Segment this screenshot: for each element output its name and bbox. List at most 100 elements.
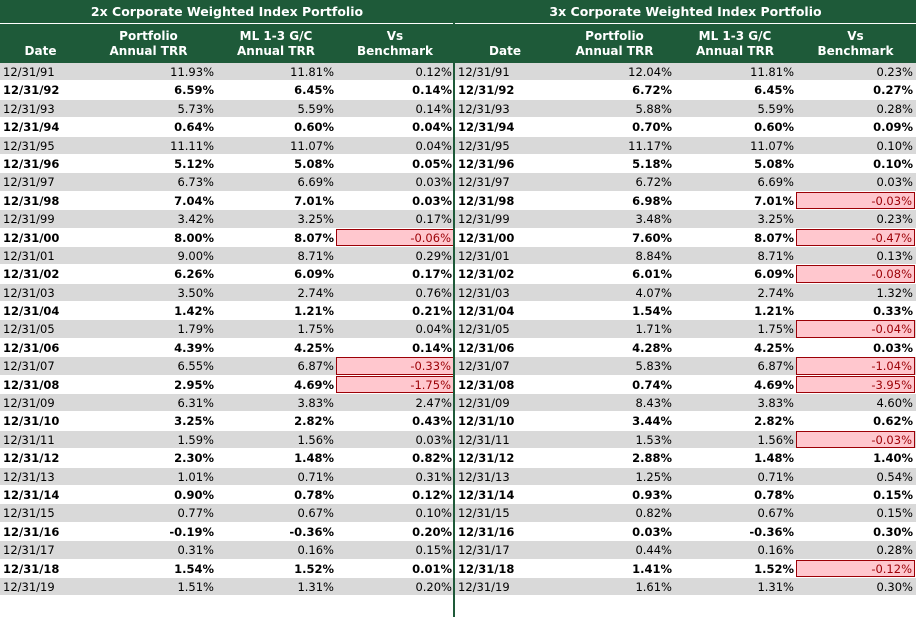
cell-benchmark-trr[interactable]: 0.16% — [297, 543, 334, 558]
cell-vs-benchmark[interactable]: 0.21% — [412, 304, 452, 319]
cell-portfolio-trr[interactable]: 3.44% — [632, 414, 672, 429]
cell-benchmark-trr[interactable]: 3.25% — [757, 212, 794, 227]
cell-date[interactable]: 12/31/18 — [3, 561, 60, 576]
cell-benchmark-trr[interactable]: 1.48% — [754, 451, 794, 466]
cell-vs-benchmark[interactable]: -0.03% — [796, 430, 915, 449]
cell-vs-benchmark[interactable]: -0.06% — [336, 228, 454, 246]
cell-benchmark-trr[interactable]: 3.25% — [297, 212, 334, 227]
table-row[interactable]: 12/31/94 0.64% 0.60% 0.04% — [0, 118, 454, 137]
cell-vs-benchmark[interactable]: 0.13% — [876, 248, 913, 263]
cell-date[interactable]: 12/31/96 — [458, 156, 515, 171]
table-row[interactable]: 12/31/02 6.26% 6.09% 0.17% — [0, 265, 454, 284]
cell-benchmark-trr[interactable]: 8.07% — [754, 230, 794, 245]
cell-vs-benchmark[interactable]: 0.23% — [876, 212, 913, 227]
table-row[interactable]: 12/31/00 7.60% 8.07% -0.47% — [455, 228, 916, 247]
cell-benchmark-trr[interactable]: 0.71% — [297, 469, 334, 484]
cell-benchmark-trr[interactable]: 8.71% — [757, 248, 794, 263]
cell-vs-benchmark[interactable]: 0.31% — [415, 469, 452, 484]
cell-benchmark-trr[interactable]: 0.78% — [754, 487, 794, 502]
cell-vs-benchmark[interactable]: 0.03% — [415, 432, 452, 447]
cell-benchmark-trr[interactable]: 11.81% — [750, 65, 794, 79]
cell-portfolio-trr[interactable]: 6.26% — [174, 267, 214, 282]
cell-benchmark-trr[interactable]: 11.07% — [750, 138, 794, 153]
table-row[interactable]: 12/31/96 5.18% 5.08% 0.10% — [455, 154, 916, 174]
cell-vs-benchmark[interactable]: 0.03% — [412, 193, 452, 208]
cell-date[interactable]: 12/31/09 — [3, 396, 55, 411]
cell-date[interactable]: 12/31/02 — [3, 267, 60, 282]
table-row[interactable]: 12/31/94 0.70% 0.60% 0.09% — [455, 118, 916, 137]
table-row[interactable]: 12/31/91 12.04% 11.81% 0.23% — [455, 63, 916, 82]
table-row[interactable]: 12/31/02 6.01% 6.09% -0.08% — [455, 265, 916, 284]
cell-portfolio-trr[interactable]: 6.98% — [632, 193, 672, 208]
cell-vs-benchmark[interactable]: 0.14% — [412, 340, 452, 355]
cell-benchmark-trr[interactable]: 4.25% — [754, 340, 794, 355]
table-row[interactable]: 12/31/15 0.82% 0.67% 0.15% — [455, 504, 916, 523]
cell-portfolio-trr[interactable]: 11.11% — [170, 138, 214, 153]
table-row[interactable]: 12/31/03 4.07% 2.74% 1.32% — [455, 283, 916, 303]
cell-vs-benchmark[interactable]: 0.20% — [415, 579, 452, 594]
table-row[interactable]: 12/31/95 11.11% 11.07% 0.04% — [0, 136, 454, 155]
cell-vs-benchmark[interactable]: -0.08% — [796, 265, 915, 283]
cell-date[interactable]: 12/31/92 — [458, 83, 515, 98]
cell-benchmark-trr[interactable]: 4.25% — [294, 340, 334, 355]
table-row[interactable]: 12/31/06 4.28% 4.25% 0.03% — [455, 338, 916, 358]
cell-date[interactable]: 12/31/05 — [3, 322, 55, 337]
cell-vs-benchmark[interactable]: 0.15% — [415, 543, 452, 558]
cell-date[interactable]: 12/31/14 — [3, 487, 60, 502]
cell-date[interactable]: 12/31/12 — [3, 451, 60, 466]
table-row[interactable]: 12/31/06 4.39% 4.25% 0.14% — [0, 338, 454, 358]
cell-portfolio-trr[interactable]: 0.77% — [177, 506, 214, 521]
cell-portfolio-trr[interactable]: 1.41% — [632, 561, 672, 576]
cell-date[interactable]: 12/31/06 — [458, 340, 515, 355]
cell-date[interactable]: 12/31/98 — [458, 193, 515, 208]
cell-portfolio-trr[interactable]: 1.53% — [635, 432, 672, 447]
cell-portfolio-trr[interactable]: 6.72% — [632, 83, 672, 98]
cell-portfolio-trr[interactable]: 0.82% — [635, 506, 672, 521]
header-benchmark[interactable]: ML 1-3 G/C Annual TRR — [216, 24, 336, 63]
table-row[interactable]: 12/31/92 6.59% 6.45% 0.14% — [0, 81, 454, 100]
cell-portfolio-trr[interactable]: 1.61% — [635, 579, 672, 594]
table-row[interactable]: 12/31/16 0.03% -0.36% 0.30% — [455, 522, 916, 542]
table-row[interactable]: 12/31/97 6.73% 6.69% 0.03% — [0, 173, 454, 192]
cell-benchmark-trr[interactable]: 5.59% — [757, 101, 794, 116]
cell-vs-benchmark[interactable]: 0.33% — [873, 304, 913, 319]
cell-date[interactable]: 12/31/03 — [3, 285, 55, 300]
table-row[interactable]: 12/31/01 9.00% 8.71% 0.29% — [0, 246, 454, 266]
cell-vs-benchmark[interactable]: 0.03% — [876, 175, 913, 190]
cell-benchmark-trr[interactable]: 1.52% — [754, 561, 794, 576]
cell-benchmark-trr[interactable]: 1.31% — [297, 579, 334, 594]
cell-vs-benchmark[interactable]: 0.12% — [415, 65, 452, 79]
cell-portfolio-trr[interactable]: 9.00% — [177, 248, 214, 263]
cell-date[interactable]: 12/31/07 — [458, 359, 510, 374]
cell-date[interactable]: 12/31/00 — [458, 230, 515, 245]
cell-benchmark-trr[interactable]: 2.82% — [294, 414, 334, 429]
cell-date[interactable]: 12/31/02 — [458, 267, 515, 282]
cell-vs-benchmark[interactable]: 1.32% — [876, 285, 913, 300]
table-row[interactable]: 12/31/96 5.12% 5.08% 0.05% — [0, 154, 454, 174]
cell-date[interactable]: 12/31/93 — [458, 101, 510, 116]
cell-date[interactable]: 12/31/93 — [3, 101, 55, 116]
cell-portfolio-trr[interactable]: 2.95% — [174, 377, 214, 392]
cell-vs-benchmark[interactable]: 0.28% — [876, 101, 913, 116]
cell-vs-benchmark[interactable]: 0.15% — [873, 487, 913, 502]
cell-date[interactable]: 12/31/08 — [458, 377, 515, 392]
cell-vs-benchmark[interactable]: 0.10% — [415, 506, 452, 521]
cell-vs-benchmark[interactable]: 0.15% — [876, 506, 913, 521]
cell-vs-benchmark[interactable]: 0.10% — [873, 156, 913, 171]
cell-portfolio-trr[interactable]: 1.42% — [174, 304, 214, 319]
table-row[interactable]: 12/31/18 1.54% 1.52% 0.01% — [0, 559, 454, 578]
cell-vs-benchmark[interactable]: -3.95% — [796, 375, 915, 394]
cell-portfolio-trr[interactable]: 7.04% — [174, 193, 214, 208]
cell-vs-benchmark[interactable]: 2.47% — [415, 396, 452, 411]
cell-date[interactable]: 12/31/08 — [3, 377, 60, 392]
table-row[interactable]: 12/31/12 2.88% 1.48% 1.40% — [455, 449, 916, 468]
cell-benchmark-trr[interactable]: 1.21% — [294, 304, 334, 319]
cell-benchmark-trr[interactable]: 7.01% — [294, 193, 334, 208]
cell-benchmark-trr[interactable]: 1.21% — [754, 304, 794, 319]
cell-vs-benchmark[interactable]: 0.30% — [873, 524, 913, 539]
cell-date[interactable]: 12/31/01 — [458, 248, 510, 263]
table-row[interactable]: 12/31/91 11.93% 11.81% 0.12% — [0, 63, 454, 82]
cell-benchmark-trr[interactable]: 11.81% — [290, 65, 334, 79]
cell-vs-benchmark[interactable]: -0.04% — [796, 320, 915, 338]
cell-portfolio-trr[interactable]: 5.73% — [177, 101, 214, 116]
